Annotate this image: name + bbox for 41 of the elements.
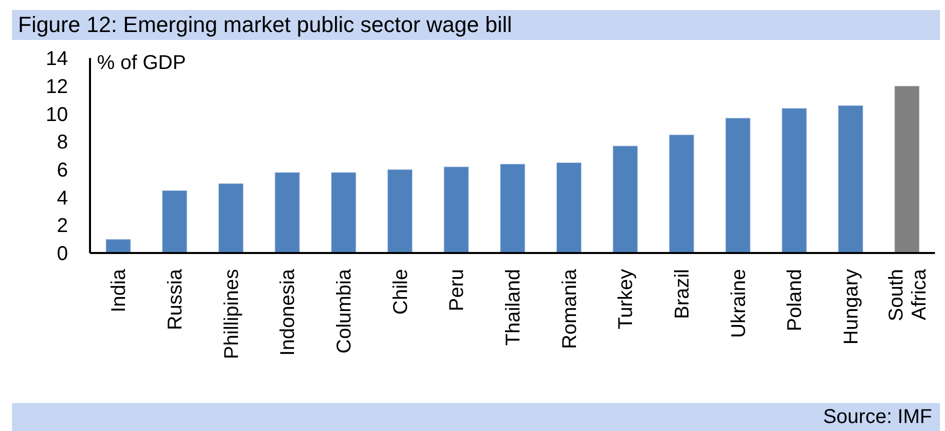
x-tick-label: Thailand (502, 269, 524, 346)
bar (556, 162, 582, 253)
x-tick-label: Romania (558, 268, 581, 350)
y-tick-label: 10 (46, 104, 68, 126)
bar (162, 190, 188, 253)
y-tick-label: 0 (56, 243, 68, 266)
x-tick-label: Brazil (672, 269, 694, 320)
chart-title: Figure 12: Emerging market public sector wage bill (12, 10, 940, 40)
bar (500, 163, 526, 253)
source-note: Source: IMF (12, 403, 940, 431)
x-tick-label: South Africa (885, 268, 930, 322)
x-tick-label: Poland (784, 269, 806, 332)
bar (668, 134, 695, 253)
x-tick-label: Peru (446, 269, 468, 312)
bar (274, 172, 300, 253)
bar (612, 145, 638, 253)
bar (894, 85, 920, 253)
y-tick-label: 8 (56, 132, 68, 154)
bar (386, 168, 413, 253)
x-tick-label: Indonesia (277, 268, 300, 356)
y-tick-label: 6 (56, 160, 68, 182)
bar (838, 104, 864, 253)
x-tick-label: Columbia (334, 268, 356, 354)
bar (781, 108, 808, 253)
x-tick-label: Hungary (840, 269, 862, 345)
bar (105, 238, 132, 253)
y-axis-title: % of GDP (97, 52, 186, 75)
y-tick-label: 12 (46, 76, 68, 98)
y-tick-label: 14 (46, 48, 68, 70)
y-tick-label: 4 (56, 187, 68, 210)
bar (330, 172, 357, 253)
bar (443, 166, 470, 253)
x-tick-label: Chile (390, 269, 412, 315)
bar (218, 182, 244, 253)
x-tick-label: Turkey (615, 269, 638, 330)
x-tick-label: Phillipines (220, 269, 243, 360)
bar (724, 117, 751, 253)
x-tick-label: Ukraine (728, 269, 750, 338)
x-tick-label: Russia (164, 268, 186, 330)
x-tick-label: India (108, 268, 130, 312)
y-tick-label: 2 (56, 215, 68, 238)
